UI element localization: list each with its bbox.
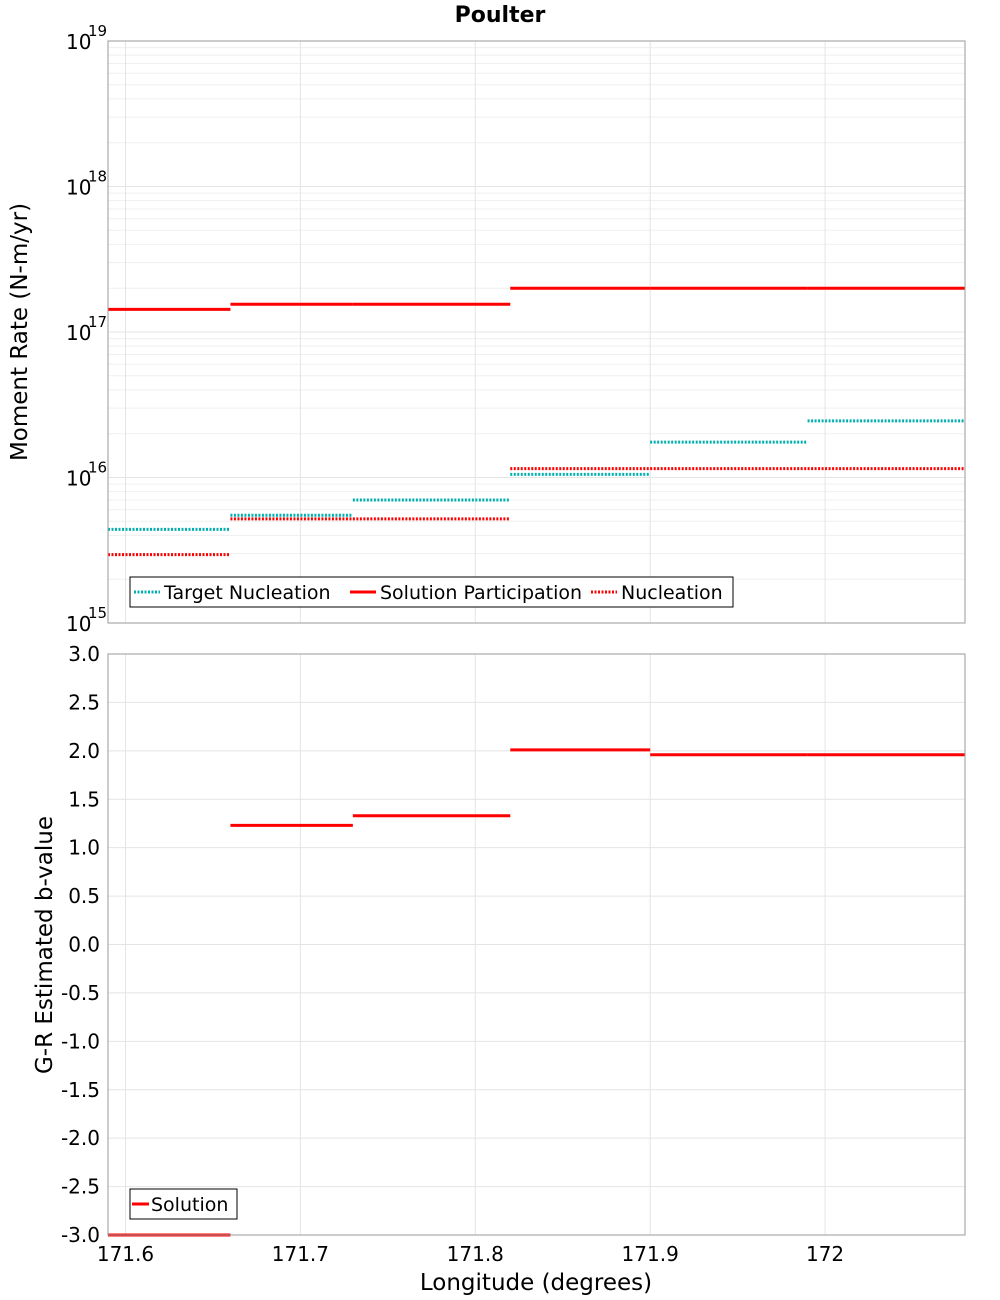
top-plot-border [107, 40, 966, 624]
y-tick-label: 0.5 [68, 884, 100, 908]
legend-label: Target Nucleation [163, 582, 331, 604]
y-tick-label: -2.0 [61, 1126, 100, 1150]
x-tick-labels: 171.6 171.7 171.8 171.9 172 [97, 1242, 844, 1266]
y-tick-label: 1.0 [68, 836, 100, 860]
legend-label: Nucleation [621, 582, 723, 604]
y-tick-label: -2.5 [61, 1175, 100, 1199]
top-series-lines [108, 286, 965, 557]
x-axis-title: Longitude (degrees) [420, 1270, 652, 1296]
y-tick-exponent: 18 [88, 168, 107, 186]
y-tick-label: 2.5 [68, 690, 100, 714]
y-tick-label: 10 [66, 612, 91, 636]
y-tick-exponent: 16 [88, 459, 107, 477]
y-tick-exponent: 17 [88, 313, 107, 331]
top-legend: Target Nucleation Solution Participation N… [129, 576, 734, 608]
bottom-series-lines [108, 748, 965, 1237]
y-tick-label: -0.5 [61, 981, 100, 1005]
x-tick-label: 171.8 [447, 1242, 504, 1266]
y-tick-label: 0.0 [68, 933, 100, 957]
legend-box [129, 576, 734, 608]
y-tick-exponent: 19 [88, 22, 107, 40]
top-gridlines [108, 40, 965, 624]
bottom-y-axis-title: G-R Estimated b-value [32, 816, 58, 1074]
y-tick-label: -3.0 [61, 1223, 100, 1247]
bottom-plot-border [107, 653, 966, 1236]
y-tick-label: -1.5 [61, 1078, 100, 1102]
y-tick-label: 1.5 [68, 787, 100, 811]
b-value-panel: 3.0 2.5 2.0 1.5 1.0 0.5 0.0 -0.5 -1.0 -1.5 -2.0 -2.… [32, 642, 966, 1296]
y-tick-label: 10 [66, 321, 91, 345]
legend-label: Solution [151, 1194, 228, 1216]
y-tick-label: 2.0 [68, 739, 100, 763]
x-tick-label: 171.9 [622, 1242, 679, 1266]
bottom-gridlines [108, 653, 965, 1236]
y-tick-label: 10 [66, 176, 91, 200]
legend-label: Solution Participation [380, 582, 582, 604]
x-tick-label: 171.6 [97, 1242, 154, 1266]
y-tick-label: 3.0 [68, 642, 100, 666]
y-tick-label: -1.0 [61, 1029, 100, 1053]
y-tick-label: 10 [66, 30, 91, 54]
y-tick-exponent: 15 [88, 604, 107, 622]
chart-title: Poulter [455, 3, 546, 28]
y-tick-label: 10 [66, 467, 91, 491]
top-y-axis-title: Moment Rate (N-m/yr) [7, 203, 33, 461]
x-tick-label: 171.7 [272, 1242, 329, 1266]
x-tick-label: 172 [806, 1242, 844, 1266]
bottom-y-tick-labels: 3.0 2.5 2.0 1.5 1.0 0.5 0.0 -0.5 -1.0 -1.5 -2.0 -2.… [61, 642, 100, 1247]
bottom-legend: Solution [129, 1188, 238, 1220]
